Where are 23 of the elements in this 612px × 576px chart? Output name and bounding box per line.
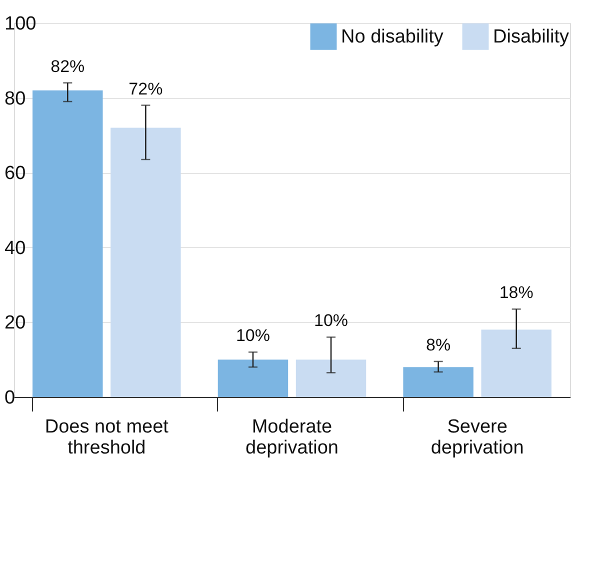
y-tick-label: 60 [4, 163, 26, 184]
bar [296, 360, 366, 397]
x-tick-label: Moderate deprivation [246, 416, 338, 458]
data-label: 8% [426, 335, 451, 354]
bar [481, 330, 552, 397]
y-tick-label: 20 [4, 312, 26, 334]
data-label: 10% [314, 311, 348, 330]
data-label: 10% [236, 326, 270, 346]
y-tick-label: 80 [4, 88, 26, 110]
x-tick-label: Severe deprivation [430, 416, 524, 458]
y-tick-label: 100 [4, 14, 36, 34]
bar [403, 367, 474, 397]
data-label: 72% [128, 79, 163, 98]
data-label: 18% [499, 283, 534, 302]
y-tick-label: 0 [4, 388, 16, 408]
legend-label: Disability [493, 26, 570, 48]
data-label: 82% [50, 56, 85, 76]
y-tick-label: 40 [4, 238, 26, 259]
bar [32, 90, 103, 397]
bar [218, 360, 288, 397]
legend-label: No disability [341, 26, 444, 48]
bar [110, 128, 181, 397]
x-tick-label: Does not meet threshold [44, 416, 170, 458]
